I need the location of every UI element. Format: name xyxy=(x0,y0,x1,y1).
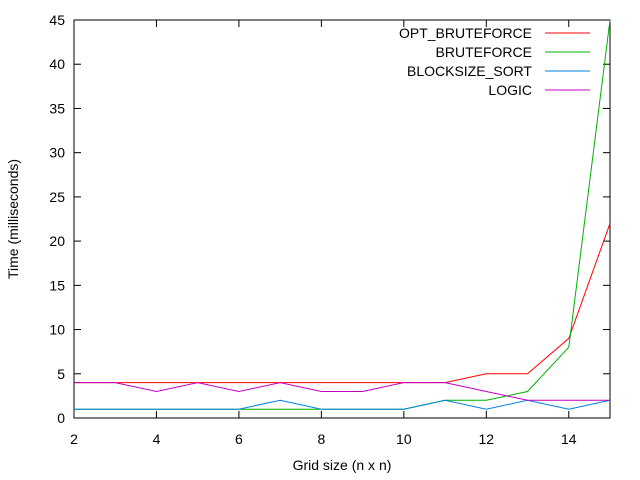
y-tick-label: 5 xyxy=(57,366,65,382)
x-tick-label: 12 xyxy=(479,431,495,447)
legend: OPT_BRUTEFORCE BRUTEFORCE BLOCKSIZE_SORT LO… xyxy=(399,25,590,98)
axis-ticks: 2 4 6 8 10 12 14 0 5 10 15 20 25 30 35 40 45 xyxy=(49,12,610,447)
series-line-opt-bruteforce xyxy=(74,223,611,384)
x-tick-label: 2 xyxy=(70,431,78,447)
legend-label-opt-bruteforce: OPT_BRUTEFORCE xyxy=(399,25,532,41)
series-line-blocksize-sort xyxy=(74,399,611,410)
y-tick-label: 0 xyxy=(57,410,65,426)
y-tick-label: 45 xyxy=(49,12,65,28)
series-lines xyxy=(74,19,611,410)
x-tick-label: 8 xyxy=(317,431,325,447)
y-tick-label: 15 xyxy=(49,277,65,293)
x-tick-label: 14 xyxy=(561,431,577,447)
x-tick-label: 6 xyxy=(235,431,243,447)
y-tick-label: 35 xyxy=(49,100,65,116)
legend-label-blocksize-sort: BLOCKSIZE_SORT xyxy=(407,63,532,79)
x-axis-label: Grid size (n x n) xyxy=(293,457,392,473)
y-tick-label: 10 xyxy=(49,322,65,338)
y-tick-label: 40 xyxy=(49,56,65,72)
legend-label-logic: LOGIC xyxy=(488,82,532,98)
series-line-logic xyxy=(74,382,610,401)
y-tick-label: 20 xyxy=(49,233,65,249)
plot-frame xyxy=(73,19,611,419)
x-tick-label: 10 xyxy=(396,431,412,447)
y-tick-label: 30 xyxy=(49,145,65,161)
legend-label-bruteforce: BRUTEFORCE xyxy=(436,44,532,60)
y-axis-label: Time (milliseconds) xyxy=(5,159,21,279)
y-tick-label: 25 xyxy=(49,189,65,205)
x-tick-label: 4 xyxy=(153,431,161,447)
